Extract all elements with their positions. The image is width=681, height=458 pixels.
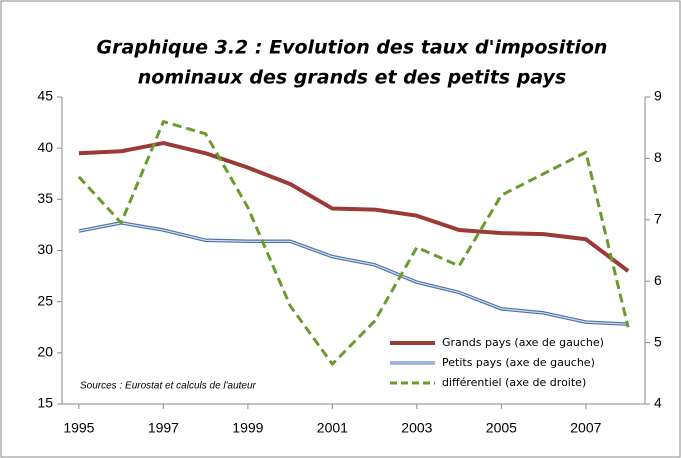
- chart-title: Graphique 3.2 : Evolution des taux d'imp…: [97, 37, 608, 59]
- series-line: [77, 120, 630, 366]
- x-tick-label: 2001: [317, 420, 348, 436]
- y2-tick-label: 8: [654, 149, 662, 165]
- annotation: Sources : Eurostat et calculs de l'auteu…: [80, 381, 257, 392]
- y-tick-label: 40: [37, 139, 53, 155]
- x-tick-label: 2007: [570, 420, 601, 436]
- series-line-inner: [78, 222, 629, 325]
- x-tick-label: 1995: [63, 420, 94, 436]
- x-tick-label: 1999: [232, 420, 263, 436]
- series-line: [78, 141, 630, 273]
- legend-label: Grands pays (axe de gauche): [442, 336, 604, 349]
- y2-tick-label: 5: [654, 333, 662, 349]
- y-tick-label: 15: [37, 395, 53, 411]
- chart-title: nominaux des grands et des petits pays: [138, 67, 567, 89]
- y2-tick-label: 7: [654, 211, 662, 227]
- x-tick-label: 1997: [148, 420, 179, 436]
- y2-tick-label: 6: [654, 272, 662, 288]
- x-tick-label: 2003: [401, 420, 432, 436]
- legend-label: différentiel (axe de droite): [442, 376, 586, 389]
- y-tick-label: 45: [37, 88, 53, 104]
- y-tick-label: 35: [37, 190, 53, 206]
- legend-label: Petits pays (axe de gauche): [442, 356, 595, 369]
- x-tick-label: 2005: [486, 420, 517, 436]
- y2-tick-label: 4: [654, 395, 662, 411]
- y-tick-label: 30: [37, 241, 53, 257]
- y-tick-label: 20: [37, 344, 53, 360]
- y-tick-label: 25: [37, 292, 53, 308]
- y2-tick-label: 9: [654, 88, 662, 104]
